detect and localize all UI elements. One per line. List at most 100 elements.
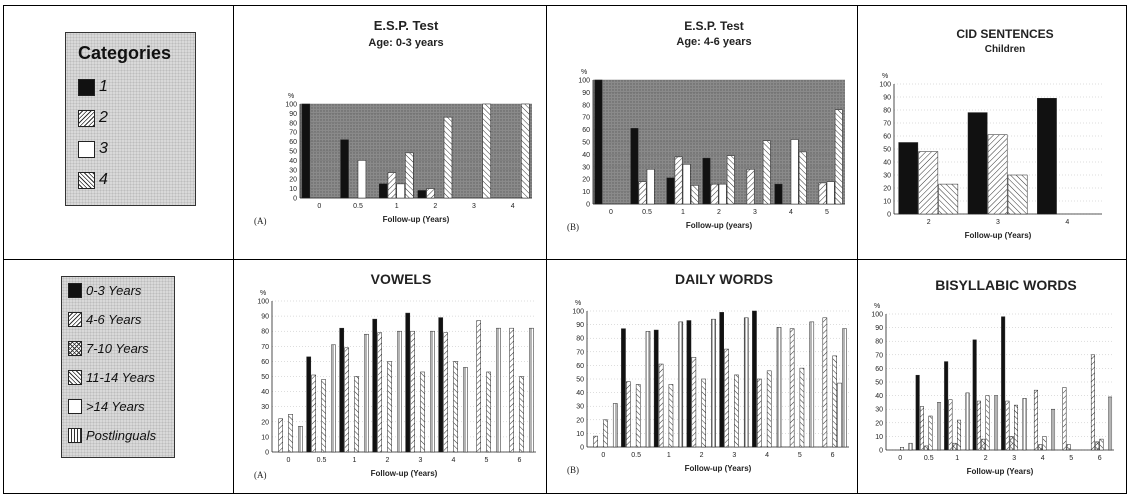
legend-item-over-14: >14 Years — [68, 399, 145, 414]
bar-4-6-years-0-5 — [311, 374, 316, 453]
x-tick-label: 2 — [433, 203, 437, 210]
x-tick-label: 3 — [732, 452, 736, 459]
bar-1-2 — [898, 142, 919, 215]
x-tick-label: 4 — [789, 209, 793, 216]
bar-4-6-years-2 — [377, 332, 383, 453]
x-tick-label: 4 — [511, 203, 515, 210]
bar-4-6-years-6 — [1090, 354, 1095, 451]
bar-0-3-years-1 — [653, 329, 659, 448]
x-tick-label: 3 — [753, 209, 757, 216]
x-tick-label: 0.5 — [924, 455, 934, 462]
chart-svg: BISYLLABIC WORDS0102030405060708090100%0… — [871, 277, 1114, 476]
x-tick-label: 0.5 — [631, 452, 641, 459]
x-axis-label: Follow-up (Years) — [383, 215, 450, 224]
bar-postlinguals-6 — [529, 327, 534, 453]
bar-2-1 — [387, 172, 397, 199]
y-tick-label: 10 — [289, 186, 297, 193]
legend-label: 3 — [99, 140, 108, 157]
y-axis-label: % — [288, 93, 294, 100]
bar-4-3 — [762, 140, 771, 205]
legend-item-4-6: 4-6 Years — [68, 312, 141, 327]
x-tick-label: 0 — [609, 209, 613, 216]
y-tick-label: 50 — [582, 140, 590, 147]
bar-postlinguals-0 — [298, 426, 303, 453]
y-axis-label: % — [581, 69, 587, 76]
bar-11-14-years-2 — [387, 361, 392, 453]
y-tick-label: 10 — [582, 189, 590, 196]
bar-2-3 — [987, 134, 1008, 215]
legend-item-postlinguals: Postlinguals — [68, 428, 156, 443]
y-tick-label: 0 — [586, 202, 590, 209]
legend-item-0-3: 0-3 Years — [68, 283, 141, 298]
back-hatch-swatch-icon — [78, 171, 95, 189]
bar-3-1 — [682, 164, 691, 205]
x-tick-label: 5 — [825, 209, 829, 216]
bar-2-0-5 — [638, 181, 647, 205]
y-tick-label: 30 — [289, 167, 297, 174]
bar-1-1 — [666, 177, 675, 205]
y-tick-label: 90 — [875, 325, 883, 332]
bar-4-6-years-0 — [593, 435, 598, 448]
chart-title: BISYLLABIC WORDS — [935, 277, 1077, 293]
y-tick-label: 0 — [293, 196, 297, 203]
bar-postlinguals-5 — [809, 321, 815, 448]
y-axis-label: % — [874, 303, 880, 310]
legend-title: Categories — [78, 43, 172, 63]
x-tick-label: 5 — [485, 457, 489, 464]
bar-postlinguals-4 — [463, 367, 468, 453]
bar-0-3-years-0-5 — [621, 328, 626, 448]
y-tick-label: 60 — [289, 139, 297, 146]
legend-label: 2 — [99, 109, 108, 126]
bar-3-2 — [718, 183, 727, 205]
bar-3-5 — [826, 181, 835, 205]
cross-hatch-swatch-icon — [68, 341, 82, 356]
table-border-bottom — [3, 493, 1127, 494]
chart-subtitle: Age: 4-6 years — [676, 36, 751, 48]
bar-11-14-years-5 — [799, 367, 805, 448]
legend-label: Postlinguals — [86, 428, 157, 443]
panel-label: (A) — [254, 216, 267, 226]
y-tick-label: 60 — [576, 363, 584, 370]
y-tick-label: 20 — [261, 419, 269, 426]
bar-4-6-years-4 — [757, 378, 762, 448]
y-tick-label: 40 — [289, 158, 297, 165]
bar-4-6-years-0 — [278, 418, 283, 453]
y-tick-label: 0 — [580, 445, 584, 452]
y-tick-label: 80 — [289, 120, 297, 127]
bar-0-3-years-4 — [752, 310, 757, 448]
panel-label: (B) — [567, 222, 579, 232]
bar-0-3-years-3 — [1001, 316, 1006, 451]
bar-11-14-years-4 — [453, 361, 458, 453]
y-tick-label: 20 — [576, 417, 584, 424]
solid-swatch-icon — [68, 283, 82, 298]
y-tick-label: 70 — [883, 121, 891, 128]
legend-label: 1 — [99, 78, 108, 95]
empty-swatch-icon — [68, 399, 82, 414]
x-tick-label: 3 — [419, 457, 423, 464]
y-tick-label: 60 — [582, 127, 590, 134]
x-tick-label: 2 — [984, 455, 988, 462]
x-tick-label: 0 — [317, 203, 321, 210]
legend-item-4: 4 — [78, 171, 108, 189]
categories-legend: Categories 1 2 3 4 — [65, 32, 196, 206]
legend-item-11-14: 11-14 Years — [68, 370, 155, 385]
bar-1-0 — [594, 79, 603, 205]
x-tick-label: 0 — [287, 457, 291, 464]
x-tick-label: 3 — [996, 219, 1000, 226]
x-tick-label: 0 — [601, 452, 605, 459]
bar-4-2 — [726, 155, 735, 205]
esp-test-4-6-chart: E.S.P. Test Age: 4-6 years 0 10 20 30 40 50 60 70… — [549, 8, 855, 256]
x-tick-label: 2 — [386, 457, 390, 464]
x-axis-label: Follow-up (Years) — [371, 469, 438, 478]
bar-4-1 — [690, 185, 699, 205]
bar-postlinguals-4 — [1051, 408, 1056, 451]
legend-label: >14 Years — [86, 399, 145, 414]
x-tick-label: 2 — [700, 452, 704, 459]
bar-0-3-years-3 — [719, 312, 724, 448]
bar-4-6-years-2 — [691, 356, 697, 448]
bar-11-14-years-4 — [1042, 436, 1047, 451]
diagonal-hatch-swatch-icon — [78, 109, 95, 127]
bar-0-3-years-1 — [339, 327, 345, 453]
y-tick-label: 50 — [576, 377, 584, 384]
